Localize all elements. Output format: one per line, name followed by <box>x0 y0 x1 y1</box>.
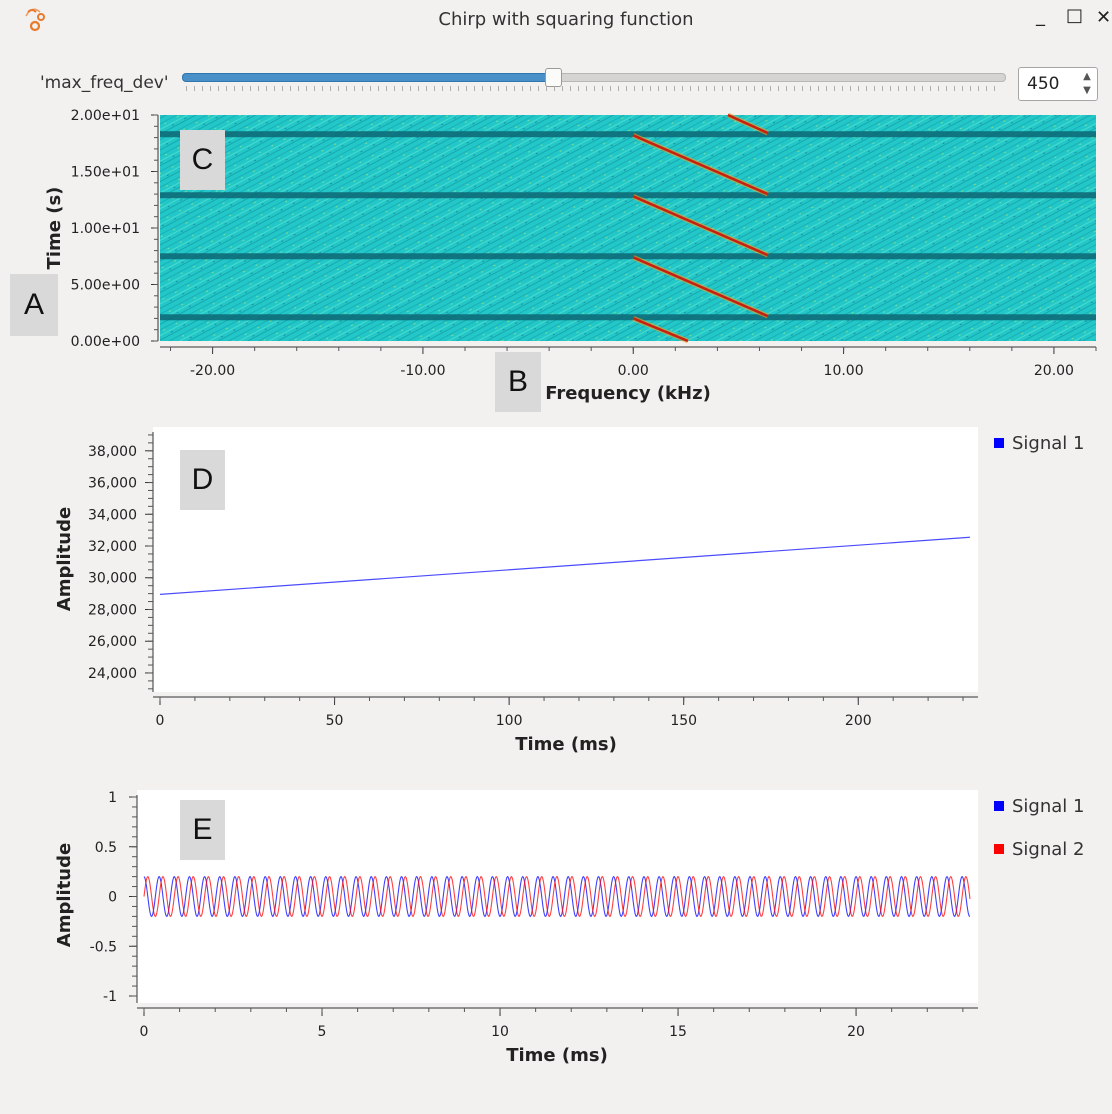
annotation-c: C <box>180 130 225 190</box>
waterfall-dark-band <box>160 131 1096 138</box>
time-sink-plot: 24,000 26,000 28,000 30,000 32,000 34,000 36,0… <box>54 427 978 755</box>
complex-plot-x-axis-label: Time (ms) <box>506 1045 608 1066</box>
window-title: Chirp with squaring function <box>438 9 694 30</box>
max-freq-dev-label: 'max_freq_dev' <box>40 73 169 93</box>
time-plot-y-tick-label: 28,000 <box>88 602 137 618</box>
legend-signal-1[interactable]: Signal 1 <box>994 433 1084 454</box>
waterfall-x-tick-label: 0.00 <box>618 363 649 379</box>
minimize-button[interactable]: _ <box>1036 6 1045 27</box>
waterfall-y-tick-label: 5.00e+00 <box>71 278 140 294</box>
complex-plot-y-axis-label: Amplitude <box>54 843 75 947</box>
complex-plot-y-tick-label: -0.5 <box>90 939 117 955</box>
waterfall-x-tick-label: -10.00 <box>400 363 445 379</box>
time-plot-y-tick-label: 36,000 <box>88 476 137 492</box>
slider-ticks <box>186 86 1000 91</box>
waterfall-dark-band <box>160 314 1096 321</box>
time-plot-background <box>153 427 978 692</box>
time-plot-y-tick-label: 32,000 <box>88 539 137 555</box>
complex-plot-x-tick-label: 10 <box>491 1024 509 1040</box>
time-plot-y-tick-label: 34,000 <box>88 507 137 523</box>
gnuradio-logo-icon <box>25 8 45 32</box>
legend-swatch-blue-icon <box>994 801 1004 811</box>
time-plot-y-tick-label: 38,000 <box>88 444 137 460</box>
annotation-a: A <box>10 274 58 336</box>
waterfall-background <box>160 115 1096 341</box>
complex-plot-x-tick-label: 0 <box>140 1024 149 1040</box>
waterfall-dark-band <box>160 192 1096 199</box>
max-freq-dev-spinbox[interactable]: 450 ▲ ▼ <box>1018 67 1098 101</box>
waterfall-x-tick-label: 20.00 <box>1034 363 1074 379</box>
chirp-trace <box>632 256 769 318</box>
legend-swatch-blue-icon <box>994 438 1004 448</box>
annotation-d: D <box>180 450 225 510</box>
title-bar: Chirp with squaring function _ □ ✕ <box>0 0 1112 40</box>
waterfall-dark-band <box>160 253 1096 260</box>
waterfall-plot: 0.00e+00 5.00e+00 1.00e+01 1.50e+01 2.00e+01… <box>44 108 1097 404</box>
max-freq-dev-slider[interactable] <box>182 68 1006 92</box>
complex-plot-background <box>137 790 978 1003</box>
waterfall-x-tick-label: 10.00 <box>824 363 864 379</box>
waterfall-y-axis-label: Time (s) <box>44 187 65 270</box>
complex-plot-y-tick-label: 0.5 <box>95 840 117 856</box>
spinbox-value[interactable]: 450 <box>1027 74 1060 94</box>
legend-label: Signal 2 <box>1012 839 1085 860</box>
time-plot-y-axis-label: Amplitude <box>54 507 75 611</box>
time-plot-y-tick-label: 24,000 <box>88 666 137 682</box>
chirp-trace <box>727 113 769 135</box>
time-plot-x-tick-label: 0 <box>156 713 165 729</box>
signal-2-waveform <box>143 875 971 918</box>
signal-1-waveform <box>143 875 971 918</box>
time-plot-x-tick-label: 200 <box>845 713 872 729</box>
complex-plot-x-tick-label: 15 <box>669 1024 687 1040</box>
maximize-button[interactable]: □ <box>1066 5 1084 26</box>
legend-label: Signal 1 <box>1012 433 1085 454</box>
time-plot-x-tick-label: 100 <box>496 713 523 729</box>
spin-down-icon[interactable]: ▼ <box>1083 85 1091 96</box>
time-plot-x-axis-label: Time (ms) <box>515 734 617 755</box>
signal-1-line <box>159 536 971 596</box>
legend-signal-1[interactable]: Signal 1 <box>994 796 1084 817</box>
chirp-trace <box>632 195 769 257</box>
annotation-b: B <box>495 352 541 412</box>
close-button[interactable]: ✕ <box>1096 7 1112 28</box>
time-plot-y-tick-label: 26,000 <box>88 634 137 650</box>
waterfall-x-axis-label: Frequency (kHz) <box>545 383 711 404</box>
waterfall-y-tick-label: 0.00e+00 <box>71 334 140 350</box>
complex-plot-x-tick-label: 5 <box>318 1024 327 1040</box>
legend-signal-2[interactable]: Signal 2 <box>994 839 1084 860</box>
waterfall-y-tick-label: 1.00e+01 <box>71 221 140 237</box>
chirp-trace <box>632 134 769 196</box>
complex-plot-x-tick-label: 20 <box>847 1024 865 1040</box>
complex-plot-y-tick-label: 1 <box>108 790 117 806</box>
complex-plot-y-tick-label: -1 <box>103 989 117 1005</box>
time-plot-y-tick-label: 30,000 <box>88 571 137 587</box>
chirp-trace <box>632 317 689 343</box>
waterfall-x-tick-label: -20.00 <box>190 363 235 379</box>
legend-label: Signal 1 <box>1012 796 1085 817</box>
annotation-e: E <box>180 800 225 860</box>
spin-up-icon[interactable]: ▲ <box>1083 71 1091 82</box>
waterfall-y-tick-label: 2.00e+01 <box>71 108 140 124</box>
waterfall-y-tick-label: 1.50e+01 <box>71 165 140 181</box>
time-plot-x-tick-label: 150 <box>670 713 697 729</box>
legend-swatch-red-icon <box>994 844 1004 854</box>
complex-plot-y-tick-label: 0 <box>108 890 117 906</box>
time-plot-x-tick-label: 50 <box>326 713 344 729</box>
